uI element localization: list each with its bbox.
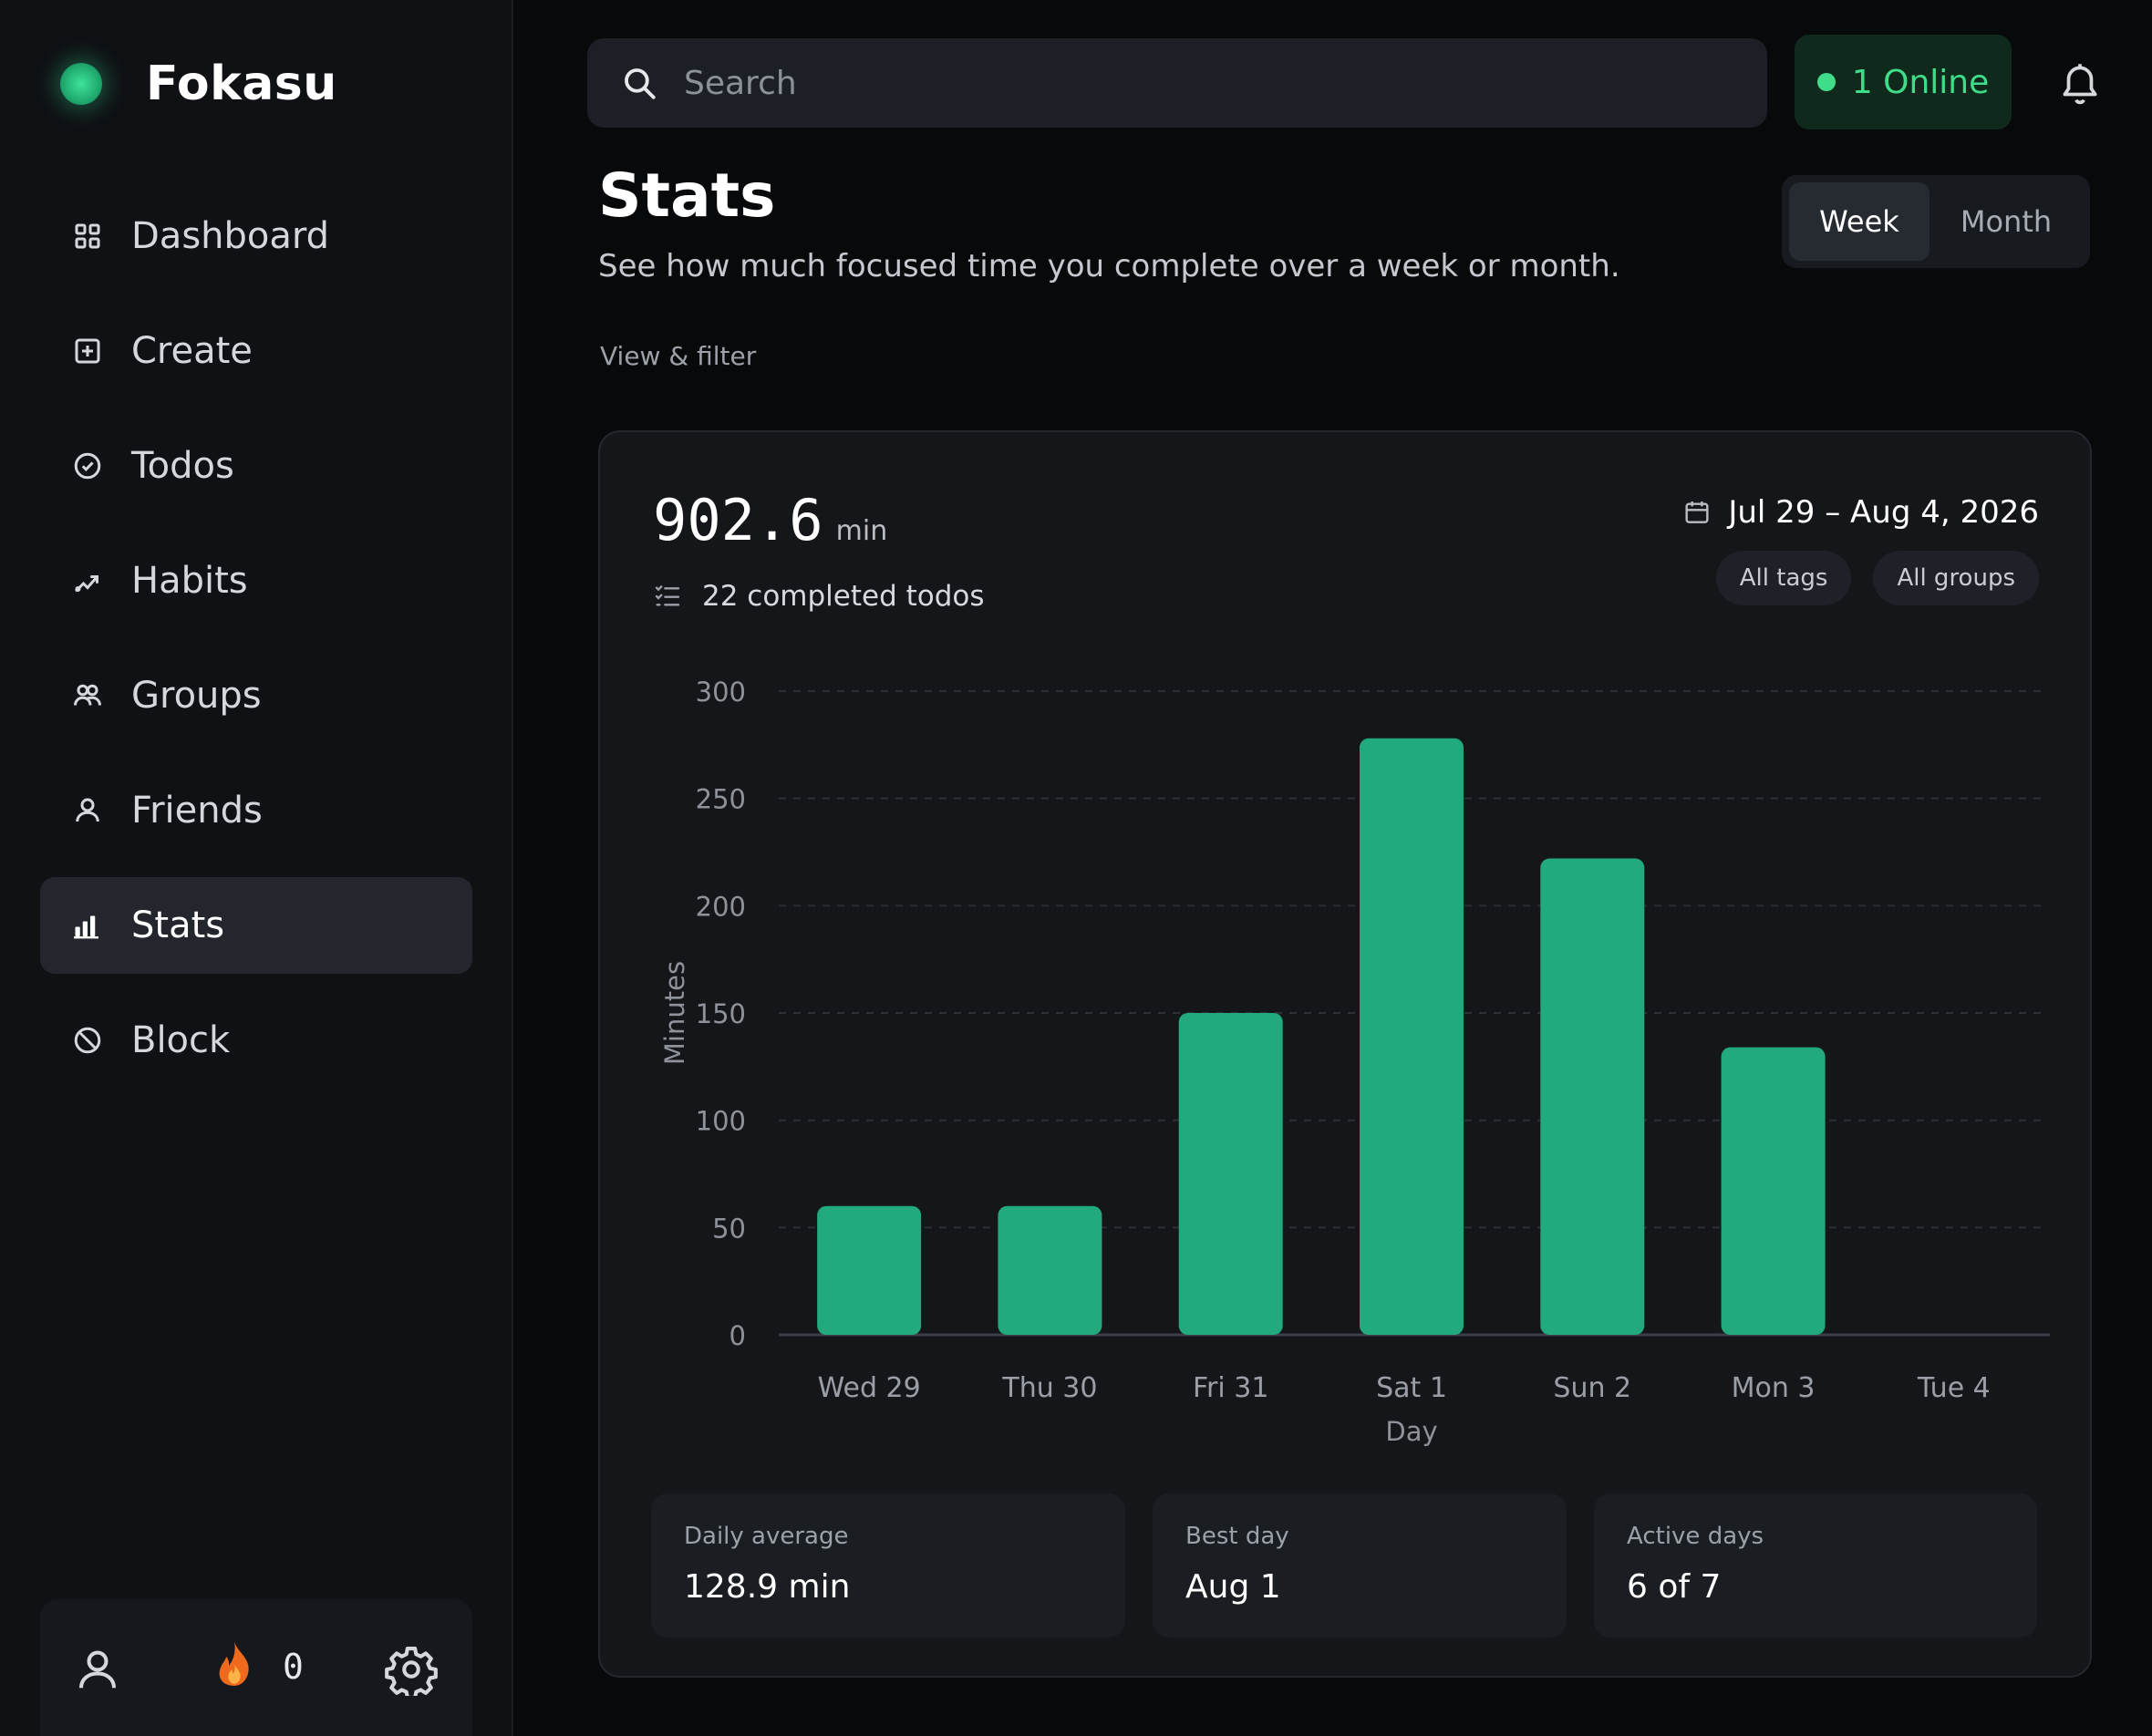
y-tick-label: 300 <box>696 677 746 708</box>
online-label: 1 Online <box>1851 63 1990 101</box>
active-days-box: Active days 6 of 7 <box>1594 1493 2037 1638</box>
settings-gear-icon[interactable] <box>385 1643 438 1696</box>
sidebar-item-block[interactable]: Block <box>40 992 472 1089</box>
sidebar-item-create[interactable]: Create <box>40 303 472 399</box>
bar <box>1721 1047 1826 1335</box>
bar <box>1540 858 1645 1335</box>
sidebar-item-label: Dashboard <box>131 215 330 257</box>
search-input[interactable] <box>684 64 1687 102</box>
sidebar-item-label: Create <box>131 330 253 372</box>
y-tick-label: 150 <box>696 998 746 1029</box>
sidebar-item-habits[interactable]: Habits <box>40 532 472 629</box>
stats-card: 902.6 min 22 completed todos Jul 29 – Au… <box>598 430 2092 1678</box>
x-tick-label: Wed 29 <box>818 1372 921 1404</box>
y-axis-title: Minutes <box>659 961 690 1065</box>
online-dot-icon <box>1816 73 1836 91</box>
period-month-button[interactable]: Month <box>1960 204 2053 239</box>
bar <box>817 1205 922 1335</box>
x-tick-label: Mon 3 <box>1732 1372 1816 1404</box>
y-tick-label: 100 <box>696 1106 746 1137</box>
sidebar-item-groups[interactable]: Groups <box>40 647 472 744</box>
flame-icon <box>210 1639 259 1696</box>
filter-chips: All tags All groups <box>1694 551 2039 605</box>
trend-icon <box>71 564 104 597</box>
x-tick-label: Sun 2 <box>1553 1372 1631 1404</box>
check-circle-icon <box>71 450 104 482</box>
page-subtitle: See how much focused time you complete o… <box>598 248 1620 284</box>
sidebar-item-label: Habits <box>131 560 248 602</box>
total-minutes-unit: min <box>835 515 888 547</box>
search-bar[interactable] <box>587 38 1767 128</box>
date-range-text: Jul 29 – Aug 4, 2026 <box>1728 494 2039 531</box>
y-tick-label: 0 <box>729 1320 746 1351</box>
sidebar-item-label: Stats <box>131 904 225 946</box>
stat-value: 128.9 min <box>684 1568 851 1606</box>
bar <box>1178 1013 1283 1335</box>
page-title: Stats <box>598 160 776 231</box>
bar <box>1360 738 1464 1335</box>
best-day-box: Best day Aug 1 <box>1153 1493 1567 1638</box>
completed-todos-text: 22 completed todos <box>702 580 985 613</box>
stat-value: 6 of 7 <box>1627 1568 1722 1606</box>
period-toggle: Week Month <box>1782 175 2090 268</box>
sidebar: Fokasu Dashboard Create Todos <box>0 0 513 1736</box>
total-minutes: 902.6 min <box>653 487 887 553</box>
date-range[interactable]: Jul 29 – Aug 4, 2026 <box>1682 494 2039 531</box>
stat-label: Active days <box>1627 1523 1764 1550</box>
sidebar-item-stats[interactable]: Stats <box>40 877 472 974</box>
sidebar-item-todos[interactable]: Todos <box>40 418 472 514</box>
bar-chart-icon <box>71 909 104 942</box>
sidebar-item-label: Todos <box>131 445 234 487</box>
sidebar-item-label: Groups <box>131 675 262 717</box>
x-tick-label: Thu 30 <box>1001 1372 1097 1404</box>
y-tick-label: 250 <box>696 784 746 815</box>
sidebar-item-label: Block <box>131 1019 231 1061</box>
stat-label: Best day <box>1185 1523 1289 1550</box>
stat-label: Daily average <box>684 1523 849 1550</box>
search-icon <box>620 64 658 102</box>
sidebar-item-friends[interactable]: Friends <box>40 762 472 859</box>
x-tick-label: Fri 31 <box>1193 1372 1268 1404</box>
calendar-icon <box>1682 498 1712 527</box>
grid-icon <box>71 220 104 253</box>
bell-icon[interactable] <box>2057 58 2103 108</box>
profile-icon[interactable] <box>73 1645 122 1694</box>
plus-square-icon <box>71 335 104 367</box>
online-status-badge[interactable]: 1 Online <box>1795 35 2012 129</box>
user-icon <box>71 794 104 827</box>
brand-name: Fokasu <box>146 57 337 111</box>
period-week-button[interactable]: Week <box>1789 182 1930 261</box>
streak-count: 0 <box>283 1647 304 1687</box>
daily-average-box: Daily average 128.9 min <box>651 1493 1125 1638</box>
x-tick-label: Tue 4 <box>1917 1372 1991 1404</box>
checklist-icon <box>653 582 682 611</box>
sidebar-item-dashboard[interactable]: Dashboard <box>40 188 472 284</box>
bar <box>998 1205 1102 1335</box>
y-tick-label: 200 <box>696 891 746 922</box>
sidebar-nav: Dashboard Create Todos Habits <box>40 188 472 1107</box>
completed-todos: 22 completed todos <box>653 580 985 613</box>
groups-filter-chip[interactable]: All groups <box>1873 551 2039 605</box>
sidebar-item-label: Friends <box>131 790 263 832</box>
brand-logo-dot <box>60 63 102 105</box>
brand[interactable]: Fokasu <box>60 57 337 111</box>
focus-minutes-bar-chart: 0 50 100 150 200 250 300 Wed 29 Thu 30 Fri 31 Sat … <box>659 677 2050 1447</box>
y-tick-label: 50 <box>712 1213 746 1244</box>
tags-filter-chip[interactable]: All tags <box>1715 551 1852 605</box>
view-filter-label: View & filter <box>600 341 757 371</box>
users-icon <box>71 679 104 712</box>
ban-icon <box>71 1024 104 1057</box>
x-axis-title: Day <box>1385 1416 1437 1447</box>
sidebar-footer: 0 <box>40 1599 472 1736</box>
total-minutes-value: 902.6 <box>653 487 823 553</box>
x-tick-label: Sat 1 <box>1376 1372 1447 1404</box>
stat-value: Aug 1 <box>1185 1568 1281 1606</box>
